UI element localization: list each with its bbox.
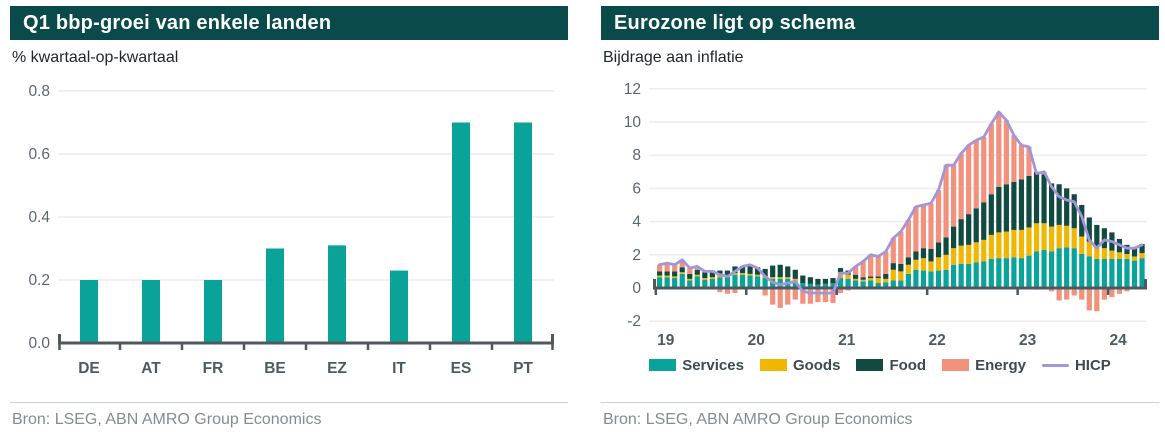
gdp-chart-source: Bron: LSEG, ABN AMRO Group Economics	[12, 411, 322, 428]
gdp-chart-title-bar: Q1 bbp-groei van enkele landen	[10, 6, 568, 40]
svg-text:FR: FR	[203, 360, 224, 377]
inflation-chart-title-bar: Eurozone ligt op schema	[601, 6, 1159, 40]
svg-text:19: 19	[657, 332, 675, 349]
svg-text:0.4: 0.4	[28, 209, 50, 226]
svg-text:0: 0	[632, 280, 641, 297]
panel-divider	[10, 402, 568, 403]
legend-label: Energy	[975, 356, 1026, 374]
svg-text:0.6: 0.6	[28, 146, 50, 163]
legend-swatch-hicp	[1041, 363, 1069, 367]
svg-text:0.2: 0.2	[28, 272, 50, 289]
svg-text:23: 23	[1019, 332, 1037, 349]
svg-text:EZ: EZ	[327, 360, 347, 377]
legend-label: Services	[682, 356, 744, 374]
inflation-chart-unit-label: Bijdrage aan inflatie	[603, 49, 744, 66]
legend-item-food: Food	[856, 357, 926, 374]
gdp-chart-title: Q1 bbp-groei van enkele landen	[23, 11, 332, 34]
svg-text:IT: IT	[392, 360, 406, 377]
svg-text:0.8: 0.8	[28, 83, 50, 100]
legend-swatch-energy	[942, 359, 970, 371]
svg-text:-2: -2	[627, 313, 641, 330]
panel-eurozone-inflation: Eurozone ligt op schema Bijdrage aan inf…	[601, 6, 1159, 435]
svg-text:BE: BE	[264, 360, 286, 377]
panel-divider	[601, 402, 1159, 403]
legend-item-goods: Goods	[759, 356, 841, 374]
svg-text:24: 24	[1109, 332, 1127, 349]
svg-text:10: 10	[624, 114, 642, 131]
inflation-chart-legend: Services Goods Food Energy HICP	[601, 353, 1159, 377]
inflation-chart-title: Eurozone ligt op schema	[614, 11, 856, 34]
legend-item-energy: Energy	[942, 357, 1026, 374]
svg-text:DE: DE	[78, 360, 100, 377]
svg-text:PT: PT	[513, 360, 533, 377]
svg-text:8: 8	[632, 147, 641, 164]
legend-label: Food	[889, 356, 927, 374]
legend-item-services: Services	[649, 357, 744, 374]
legend-swatch-services	[649, 359, 677, 371]
svg-text:2: 2	[632, 247, 641, 264]
legend-swatch-food	[856, 359, 884, 371]
svg-text:12: 12	[624, 81, 641, 98]
svg-text:20: 20	[748, 332, 765, 349]
gdp-bar-chart: 0.0 0.2 0.4 0.6 0.8 DE AT FR BE EZ IT ES PT	[28, 83, 554, 377]
svg-text:6: 6	[632, 180, 641, 197]
legend-item-hicp: HICP	[1041, 356, 1111, 374]
inflation-chart-source: Bron: LSEG, ABN AMRO Group Economics	[603, 411, 913, 428]
legend-label: HICP	[1074, 356, 1111, 374]
panel-gdp-growth: Q1 bbp-groei van enkele landen % kwartaa…	[10, 6, 568, 435]
svg-text:ES: ES	[451, 360, 472, 377]
svg-text:AT: AT	[141, 360, 161, 377]
svg-text:4: 4	[632, 214, 641, 231]
svg-text:21: 21	[838, 332, 856, 349]
svg-text:0.0: 0.0	[28, 335, 50, 352]
svg-text:22: 22	[929, 332, 946, 349]
legend-label: Goods	[792, 356, 841, 374]
gdp-chart-unit-label: % kwartaal-op-kwartaal	[12, 49, 179, 66]
legend-swatch-goods	[759, 359, 787, 371]
